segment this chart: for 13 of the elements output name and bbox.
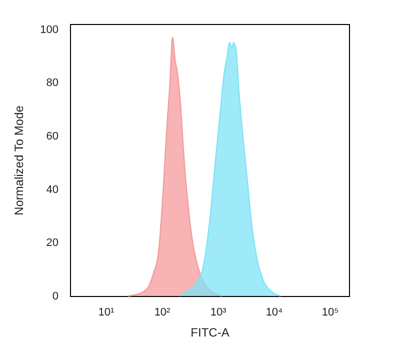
x-tick-label: 10¹	[98, 306, 115, 318]
y-tick-label: 60	[46, 130, 58, 142]
x-tick-label: 10⁵	[322, 306, 339, 318]
x-tick-label: 10³	[210, 306, 227, 318]
y-tick-label: 40	[46, 184, 58, 196]
y-axis-title: Normalized To Mode	[12, 105, 26, 216]
y-tick-label: 0	[52, 290, 58, 302]
x-tick-label: 10⁴	[266, 306, 284, 318]
y-tick-label: 80	[46, 77, 58, 90]
x-tick-label: 10²	[154, 306, 171, 318]
y-tick-label: 100	[40, 24, 58, 36]
y-tick-label: 20	[46, 237, 58, 250]
x-axis-title: FITC-A	[190, 326, 230, 340]
